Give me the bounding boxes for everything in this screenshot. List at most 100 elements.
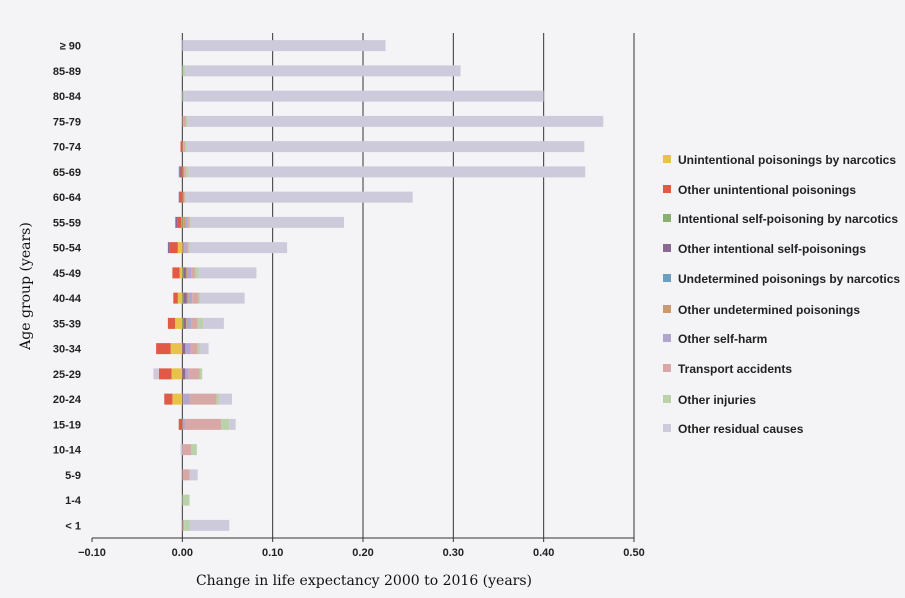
legend-swatch [663, 214, 671, 222]
x-tick-label: −0.10 [78, 547, 106, 559]
bar-segment [191, 267, 195, 279]
x-tick-label: 0.10 [262, 547, 283, 559]
y-axis-title: Age group (years) [18, 222, 34, 351]
bar-segment [183, 317, 186, 329]
bar-segment [189, 519, 230, 531]
bar-segment [197, 343, 201, 355]
legend-swatch [663, 244, 671, 252]
bar-segment [182, 242, 185, 254]
bar-segment [185, 343, 191, 355]
bar-segment [194, 267, 199, 279]
bar-segment [187, 267, 192, 279]
bar-segment [182, 393, 184, 405]
bar-segment [182, 65, 186, 77]
legend-swatch [663, 364, 671, 372]
bar-segment [153, 368, 159, 380]
bar-segment [173, 292, 178, 304]
x-tick-label: 0.20 [352, 547, 373, 559]
bar-segment [178, 418, 183, 430]
bar-segment [182, 216, 184, 228]
bar-segment [187, 216, 190, 228]
bar-segment [190, 343, 198, 355]
bar-segment [190, 216, 345, 228]
legend-swatch [663, 274, 671, 282]
bar-segment [184, 166, 186, 178]
y-tick-label: 1-4 [65, 495, 82, 507]
bar-segment [198, 292, 201, 304]
bar-segment [185, 65, 461, 77]
y-tick-label: 80-84 [53, 91, 82, 103]
bar-segment [180, 166, 183, 178]
bar-segment [179, 166, 181, 178]
y-tick-label: 85-89 [53, 66, 81, 78]
bar-segment [183, 216, 186, 228]
bar-segment [183, 292, 187, 304]
bar-segment [185, 368, 186, 380]
bar-segment [188, 368, 200, 380]
bar-segment [185, 115, 188, 127]
bar-segment [219, 393, 233, 405]
bar-segment [188, 242, 190, 254]
y-tick-label: 35-39 [53, 318, 81, 330]
bar-segment [156, 343, 171, 355]
bar-segment [191, 317, 198, 329]
bar-segment [189, 216, 191, 228]
bar-segment [182, 267, 184, 279]
bar-segment [182, 90, 185, 102]
y-tick-label: < 1 [65, 520, 81, 532]
y-tick-label: 20-24 [53, 394, 82, 406]
bar-segment [177, 292, 183, 304]
bar-segment [177, 242, 183, 254]
legend: Unintentional poisonings by narcotics Oth… [663, 153, 900, 436]
bar-segment [182, 469, 190, 481]
y-tick-label: 55-59 [53, 217, 81, 229]
bar-segment [164, 393, 173, 405]
bar-segment [197, 317, 204, 329]
bar-segment [189, 242, 288, 254]
bar-segment [182, 40, 386, 52]
bar-segment [184, 90, 544, 102]
legend-swatch [663, 155, 671, 163]
bar-segment [179, 191, 183, 203]
bar-segment [182, 418, 186, 430]
bar-segment [189, 393, 217, 405]
bar-segment [169, 242, 178, 254]
bar-segment [186, 317, 192, 329]
legend-swatch [663, 185, 671, 193]
y-tick-label: 75-79 [53, 116, 81, 128]
bar-segment [177, 216, 182, 228]
bar-segment [189, 469, 198, 481]
legend-label: Intentional self-poisoning by narcotics [678, 212, 898, 226]
bar-segment [200, 292, 245, 304]
bar-segment [192, 292, 199, 304]
y-tick-label: ≥ 90 [60, 41, 81, 53]
x-tick-label: 0.40 [533, 547, 554, 559]
legend-label: Other residual causes [678, 422, 804, 436]
legend-label: Undetermined poisonings by narcotics [678, 272, 900, 286]
legend-swatch [663, 305, 671, 313]
bar-segment [182, 494, 190, 506]
bar-segment [186, 141, 585, 153]
bar-segment [183, 393, 190, 405]
bar-segment [229, 418, 236, 430]
bar-segment [184, 191, 186, 203]
legend-label: Other injuries [678, 393, 756, 407]
bar-segment [186, 242, 189, 254]
y-tick-labels: ≥ 90 85-89 80-84 75-79 70-74 65-69 60-64 55-59 5… [53, 41, 82, 533]
bar-segment [182, 141, 184, 153]
bar-segment [185, 166, 189, 178]
bar-segment [175, 317, 183, 329]
y-tick-label: 15-19 [53, 419, 81, 431]
bars [153, 40, 604, 531]
bar-segment [182, 343, 186, 355]
bar-segment [188, 166, 586, 178]
x-tick-label: 0.50 [623, 547, 644, 559]
bar-segment [191, 444, 197, 456]
legend-label: Other self-harm [678, 332, 767, 346]
y-tick-label: 30-34 [53, 344, 82, 356]
x-axis-title: Change in life expectancy 2000 to 2016 (… [196, 573, 532, 589]
bar-segment [172, 267, 180, 279]
bar-segment [203, 317, 224, 329]
